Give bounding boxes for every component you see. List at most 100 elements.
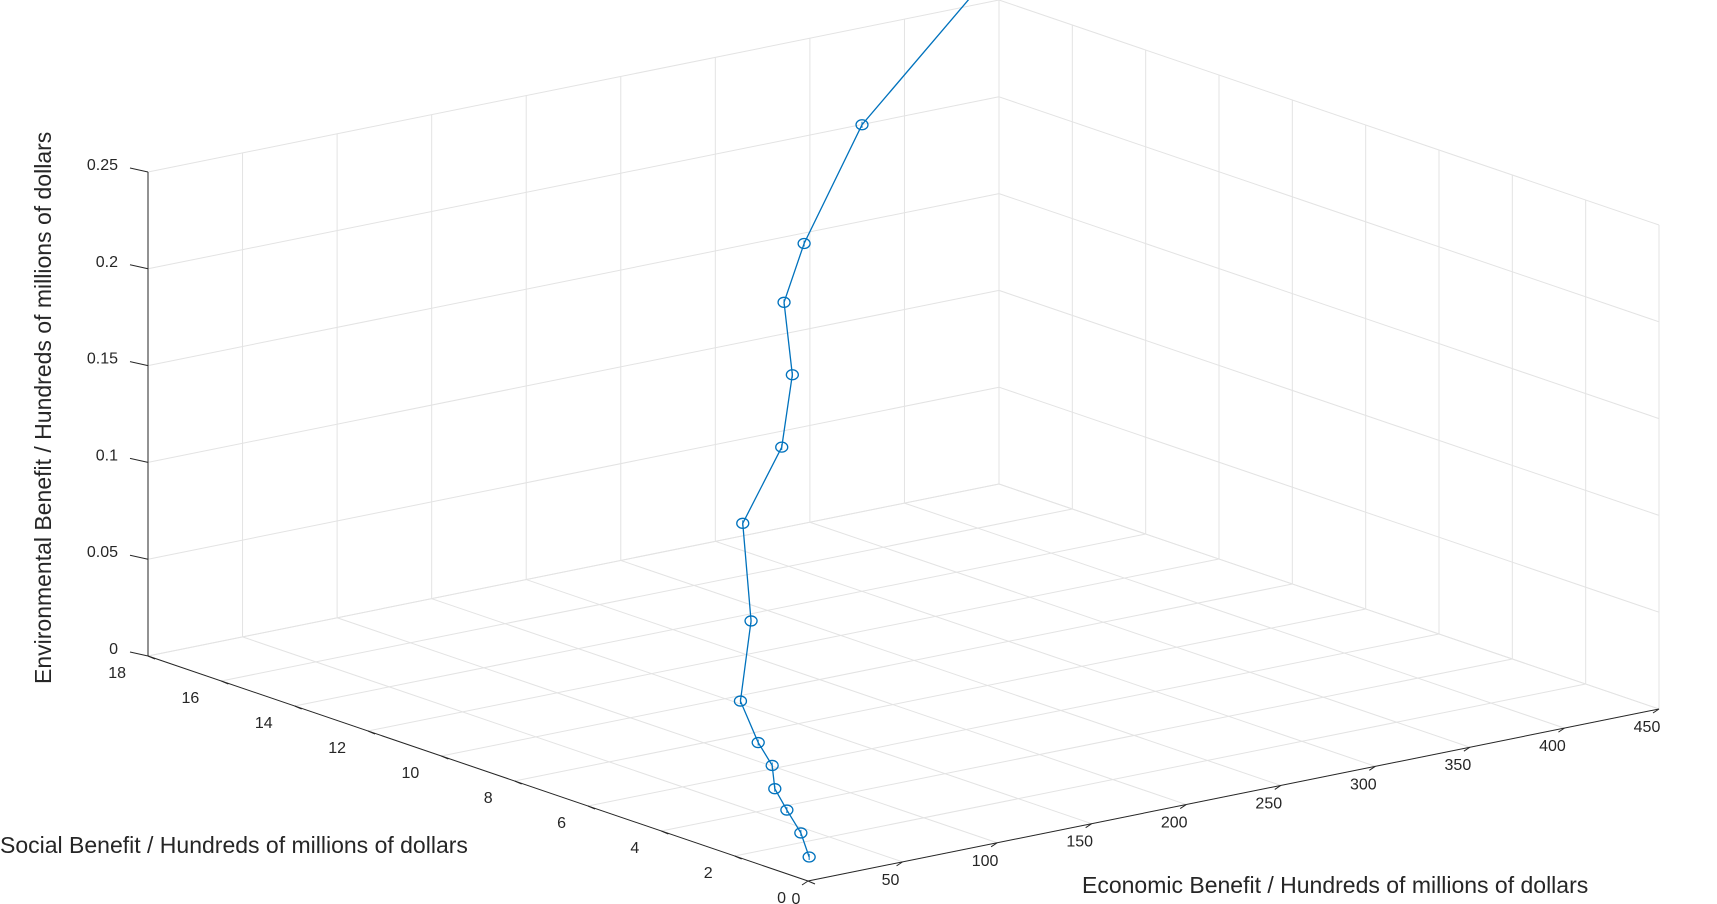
grid-layer <box>147 0 1660 882</box>
y-tick-mark <box>294 705 302 710</box>
floor-grid-line <box>431 598 1092 825</box>
floor-grid-line <box>661 658 1513 832</box>
floor-grid-line <box>242 636 903 863</box>
side-wall-grid-line <box>998 289 1660 516</box>
data-point-marker <box>802 851 816 863</box>
z-tick-label: 0 <box>109 641 118 658</box>
z-tick-mark <box>129 457 149 463</box>
y-tick-label: 10 <box>402 765 420 782</box>
y-tick-label: 0 <box>777 890 786 904</box>
y-axis-label: Social Benefit / Hundreds of millions of… <box>0 832 468 858</box>
x-tick-mark <box>1463 746 1471 752</box>
x-tick-mark <box>1085 823 1092 829</box>
data-point-marker <box>775 441 789 453</box>
y-tick-label: 2 <box>704 865 713 882</box>
z-axis-label: Environmental Benefit / Hundreds of mill… <box>30 132 56 684</box>
z-tick-label: 0.05 <box>87 544 118 561</box>
y-tick-label: 14 <box>255 715 273 732</box>
floor-grid-line <box>294 533 1146 707</box>
y-tick-mark <box>441 755 449 760</box>
z-tick-label: 0.25 <box>87 157 118 174</box>
data-point-marker <box>736 517 750 529</box>
y-tick-mark <box>587 805 596 810</box>
x-axis-line <box>807 708 1660 882</box>
x-tick-label: 100 <box>972 853 999 870</box>
x-tick-label: 450 <box>1634 719 1661 736</box>
side-wall-grid-line <box>998 193 1660 420</box>
x-tick-label: 350 <box>1445 757 1472 774</box>
y-tick-label: 16 <box>182 690 200 707</box>
floor-grid-line <box>620 559 1281 786</box>
floor-grid-line <box>221 508 1073 682</box>
y-tick-label: 4 <box>630 840 639 857</box>
x-tick-mark <box>1179 804 1187 809</box>
data-point-marker <box>733 695 748 707</box>
floor-grid-line <box>514 608 1366 782</box>
y-tick-mark <box>221 680 229 685</box>
series-layer <box>733 0 970 863</box>
x-tick-label: 200 <box>1161 815 1188 832</box>
data-point-marker <box>855 119 869 131</box>
data-point-marker <box>765 759 779 772</box>
y-tick-label: 6 <box>557 815 566 832</box>
floor-grid-line <box>526 579 1187 806</box>
floor-grid-line <box>441 583 1293 757</box>
y-tick-label: 12 <box>328 740 346 757</box>
x-tick-label: 300 <box>1350 776 1377 793</box>
x-axis-label: Economic Benefit / Hundreds of millions … <box>1082 872 1588 898</box>
data-point-marker <box>768 783 782 795</box>
z-tick-mark <box>129 361 149 367</box>
y-tick-mark <box>807 880 816 885</box>
data-point-marker <box>744 615 758 627</box>
floor-grid-line <box>367 558 1220 732</box>
data-point-marker <box>751 736 765 749</box>
data-point-marker <box>777 296 791 308</box>
floor-grid-line <box>715 540 1376 767</box>
x-tick-mark <box>1369 765 1376 771</box>
back-wall-grid-line <box>147 386 1000 560</box>
x-tick-label: 0 <box>792 891 801 904</box>
data-point-marker <box>785 369 799 381</box>
z-tick-label: 0.2 <box>96 254 118 271</box>
tick-label-layer: 0 50 100 150 200 250 300 350 400 450 0 2 4 6 8 10 12 14 16… <box>87 157 1661 904</box>
series-line <box>739 0 970 858</box>
z-tick-mark <box>129 554 149 560</box>
data-point-marker <box>794 827 808 839</box>
x-tick-mark <box>896 861 903 867</box>
z-tick-mark <box>129 167 149 173</box>
floor-grid-line <box>336 617 998 844</box>
x-tick-mark <box>1558 727 1565 733</box>
z-tick-mark <box>129 264 149 270</box>
y-tick-mark <box>734 855 742 860</box>
back-wall-grid-line <box>147 0 1000 173</box>
back-wall-grid-line <box>147 193 1000 367</box>
side-wall-grid-line <box>998 386 1660 613</box>
side-wall-grid-line <box>998 483 1660 710</box>
side-wall-grid-line <box>998 96 1660 323</box>
x-tick-mark <box>990 842 998 848</box>
y-axis-line <box>147 655 809 882</box>
y-tick-mark <box>367 730 376 735</box>
axis-layer <box>129 167 1660 886</box>
back-wall-grid-line <box>147 289 1000 463</box>
floor-grid-line <box>809 521 1471 748</box>
data-point-marker <box>780 804 794 816</box>
floor-grid-line <box>587 633 1440 807</box>
x-tick-label: 50 <box>882 872 900 889</box>
back-wall-grid-line <box>147 483 1000 657</box>
floor-grid-line <box>734 683 1586 857</box>
x-tick-mark <box>1274 785 1282 790</box>
y-tick-mark <box>661 830 669 835</box>
y-tick-label: 8 <box>484 790 493 807</box>
x-tick-mark <box>1652 708 1660 714</box>
data-point-marker <box>797 237 811 250</box>
y-tick-mark <box>514 780 522 785</box>
back-wall-grid-line <box>147 96 1000 270</box>
x-tick-mark <box>801 880 809 886</box>
x-tick-label: 150 <box>1066 834 1093 851</box>
x-tick-label: 400 <box>1539 738 1566 755</box>
z-tick-label: 0.15 <box>87 351 118 368</box>
x-tick-label: 250 <box>1255 795 1282 812</box>
y-tick-mark <box>147 655 156 660</box>
